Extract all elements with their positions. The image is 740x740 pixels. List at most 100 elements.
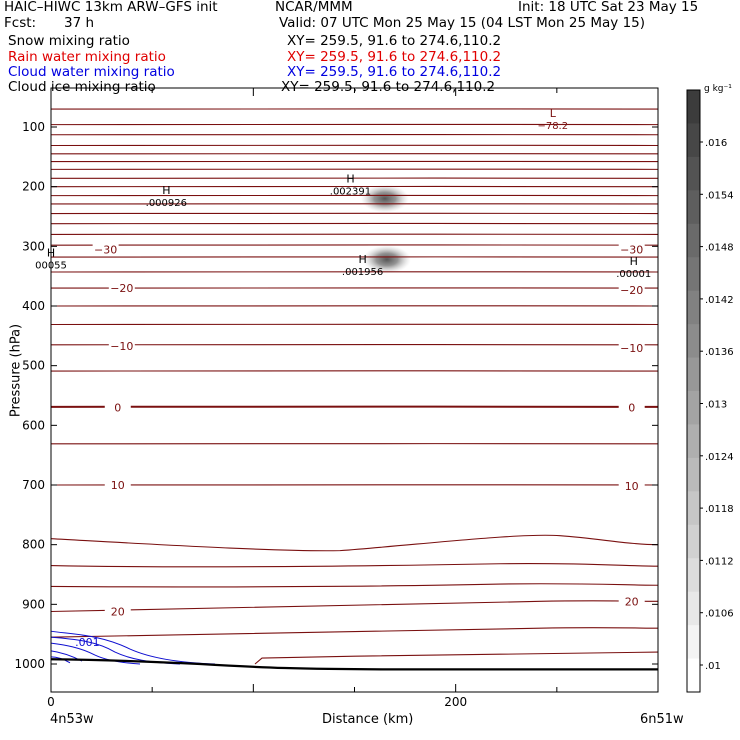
temperature-label: 0 bbox=[114, 401, 121, 414]
colorbar-segment bbox=[687, 190, 700, 225]
temperature-label: 20 bbox=[111, 605, 125, 618]
colorbar-segment bbox=[687, 625, 700, 660]
extremum-letter: H bbox=[47, 246, 55, 259]
colorbar-tick-label: .01 bbox=[705, 661, 721, 672]
colorbar-tick-label: .0136 bbox=[705, 347, 734, 358]
extremum-value: 00055 bbox=[35, 260, 67, 271]
x-right-endpoint: 6n51w bbox=[640, 712, 684, 727]
isentrope-line bbox=[50, 600, 659, 613]
field-xy-cloud-ice: XY= 259.5, 91.6 to 274.6,110.2 bbox=[281, 79, 496, 95]
colorbar-segment bbox=[687, 391, 700, 425]
isentrope-line bbox=[50, 194, 659, 197]
isentrope-line bbox=[254, 651, 659, 665]
temperature-label-bg bbox=[618, 242, 645, 256]
colorbar-tick-label: .0106 bbox=[705, 609, 734, 620]
extremum-letter: H bbox=[630, 255, 638, 268]
isentrope-line bbox=[50, 153, 659, 155]
temperature-label: −20 bbox=[110, 282, 133, 295]
extremum-value: .001956 bbox=[342, 267, 383, 278]
temperature-label: 10 bbox=[111, 479, 125, 492]
isentrope-line bbox=[50, 108, 659, 110]
y-tick-label: 600 bbox=[22, 418, 45, 432]
fcst-value: 37 h bbox=[64, 15, 95, 31]
temperature-label: 20 bbox=[625, 595, 639, 608]
temperature-label: −30 bbox=[94, 243, 117, 256]
isentrope-line bbox=[50, 244, 659, 246]
x-left-endpoint: 4n53w bbox=[50, 712, 94, 727]
isentrope-line bbox=[50, 177, 659, 180]
isentrope-line bbox=[50, 534, 659, 552]
colorbar-segment bbox=[687, 90, 700, 124]
y-axis-label: Pressure (hPa) bbox=[8, 323, 24, 418]
isentrope-line bbox=[50, 323, 659, 326]
colorbar-segment bbox=[687, 524, 700, 559]
isentrope-line bbox=[50, 442, 659, 445]
x-axis-label: Distance (km) bbox=[322, 712, 414, 727]
temperature-label-bg bbox=[618, 400, 645, 414]
isentrope-line bbox=[50, 133, 659, 136]
fcst-label: Fcst: bbox=[4, 15, 37, 31]
colorbar-tick-label: .0148 bbox=[705, 243, 734, 254]
extremum-letter: H bbox=[358, 253, 366, 266]
temperature-label: 0 bbox=[628, 401, 635, 414]
isentrope-line bbox=[50, 256, 659, 258]
colorbar-frame bbox=[686, 89, 701, 693]
colorbar-segment bbox=[687, 591, 700, 626]
isentrope-line bbox=[50, 305, 659, 307]
colorbar-segment bbox=[687, 558, 700, 593]
colorbar-tick-label: .0112 bbox=[705, 556, 734, 567]
temperature-label-bg bbox=[104, 400, 131, 414]
isentrope-line bbox=[50, 271, 659, 273]
colorbar-segment bbox=[687, 491, 700, 526]
title-center: NCAR/MMM bbox=[275, 0, 353, 15]
y-tick-label: 500 bbox=[22, 359, 45, 373]
extremum-letter: L bbox=[550, 107, 557, 120]
temperature-label: 10 bbox=[625, 480, 639, 493]
colorbar-segment bbox=[687, 123, 700, 158]
x-tick-label: 200 bbox=[444, 695, 467, 709]
isentrope-line bbox=[50, 484, 659, 486]
y-tick-label: 900 bbox=[22, 597, 45, 611]
field-xy-cloud-water: XY= 259.5, 91.6 to 274.6,110.2 bbox=[287, 64, 502, 80]
isentrope-line bbox=[50, 370, 659, 372]
temperature-label-bg bbox=[618, 282, 645, 296]
field-name-snow: Snow mixing ratio bbox=[8, 33, 130, 49]
terrain-line bbox=[50, 658, 658, 671]
mixing-ratio-blob bbox=[360, 184, 409, 213]
field-name-rain: Rain water mixing ratio bbox=[8, 49, 166, 65]
colorbar-unit: g kg⁻¹ bbox=[704, 84, 732, 94]
y-tick-label: 200 bbox=[22, 180, 45, 194]
temperature-label-bg bbox=[92, 242, 119, 256]
cloud-water-contour bbox=[50, 630, 216, 665]
init-time: Init: 18 UTC Sat 23 May 15 bbox=[518, 0, 699, 15]
temperature-label: −10 bbox=[620, 342, 643, 355]
temperature-label: −20 bbox=[620, 284, 643, 297]
y-tick-label: 400 bbox=[22, 299, 45, 313]
y-tick-label: 1000 bbox=[14, 657, 45, 671]
temperature-label: −30 bbox=[620, 243, 643, 256]
extremum-value: .000926 bbox=[146, 198, 187, 209]
isentrope-line bbox=[50, 203, 659, 205]
isentrope-line bbox=[50, 144, 659, 147]
colorbar-segment bbox=[687, 324, 700, 359]
isentrope-line bbox=[50, 583, 659, 588]
isentrope-line bbox=[50, 287, 659, 289]
colorbar-segment bbox=[687, 457, 700, 492]
temperature-label-bg bbox=[618, 479, 645, 493]
field-xy-snow: XY= 259.5, 91.6 to 274.6,110.2 bbox=[287, 33, 502, 49]
colorbar-segment bbox=[687, 257, 700, 292]
isentrope-line bbox=[50, 123, 659, 126]
colorbar-segment bbox=[687, 424, 700, 459]
extremum-value: .00001 bbox=[616, 269, 651, 280]
y-tick-label: 100 bbox=[22, 120, 45, 134]
isentrope-line bbox=[50, 168, 659, 171]
y-tick-label: 300 bbox=[22, 239, 45, 253]
mixing-ratio-blob bbox=[362, 245, 411, 274]
isentrope-line bbox=[50, 405, 659, 409]
temperature-label-bg bbox=[618, 340, 645, 354]
isentrope-line bbox=[50, 233, 659, 236]
colorbar-tick-label: .0154 bbox=[705, 190, 734, 201]
colorbar-segment bbox=[687, 357, 700, 392]
extremum-value: .002391 bbox=[330, 186, 371, 197]
temperature-label-bg bbox=[108, 281, 135, 295]
